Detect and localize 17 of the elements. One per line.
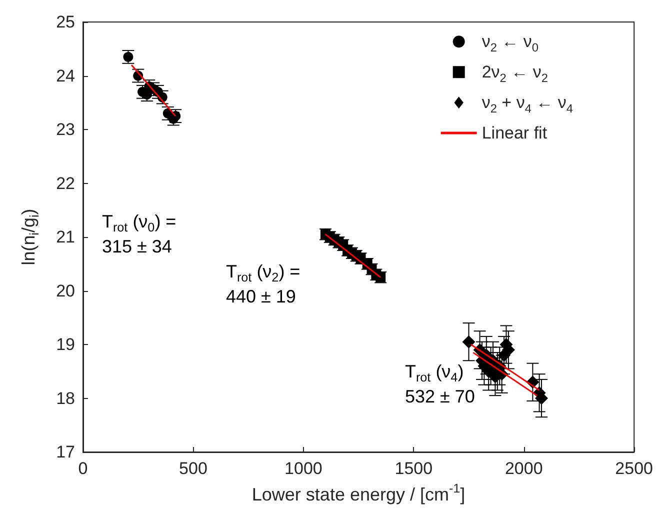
y-tick-label: 19 (56, 335, 75, 354)
legend-label: Linear fit (482, 124, 548, 142)
y-tick-label: 22 (56, 174, 75, 193)
y-tick-label: 21 (56, 228, 75, 246)
x-tick-label: 500 (179, 459, 208, 478)
y-tick-label: 23 (56, 120, 75, 139)
y-axis-title: ln(ni/gi) (18, 208, 42, 266)
y-tick-label: 24 (56, 66, 75, 86)
x-tick-label: 1500 (394, 459, 433, 478)
x-tick-label: 2000 (504, 459, 543, 478)
y-tick-label: 17 (56, 442, 75, 462)
x-tick-label: 0 (78, 459, 88, 478)
y-tick-label: 25 (56, 12, 75, 32)
y-tick-label: 18 (56, 388, 75, 408)
y-tick-label: 20 (56, 281, 75, 300)
x-tick-label: 2500 (615, 459, 654, 478)
x-tick-label: 1000 (284, 459, 322, 478)
